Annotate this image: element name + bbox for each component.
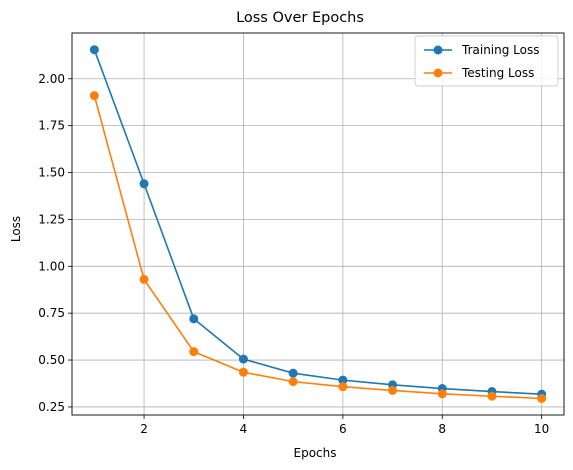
data-point-training-loss [288, 368, 298, 378]
legend-training-label: Training Loss [461, 43, 539, 57]
data-point-training-loss [139, 179, 149, 189]
data-point-testing-loss [189, 347, 199, 357]
y-tick-label: 2.00 [38, 72, 65, 86]
data-point-testing-loss [338, 382, 348, 392]
x-axis-label: Epochs [294, 446, 337, 460]
x-tick-label: 4 [240, 422, 248, 436]
data-point-testing-loss [139, 274, 149, 284]
data-point-testing-loss [89, 91, 99, 101]
x-tick-label: 8 [438, 422, 446, 436]
x-tick-label: 6 [339, 422, 347, 436]
data-point-training-loss [238, 354, 248, 364]
series-training-loss [89, 45, 547, 399]
x-tick-label: 10 [534, 422, 549, 436]
series-line-training-loss [93, 49, 542, 395]
data-point-testing-loss [487, 391, 497, 401]
series-layer [89, 45, 547, 403]
chart-title: Loss Over Epochs [236, 10, 364, 26]
y-tick-label: 0.25 [38, 400, 65, 414]
y-axis-label: Loss [9, 216, 23, 242]
axis-ticks: 2 4 6 8 10 0.25 0.50 0.75 1.00 1.25 1.50 1.75 2.00 [38, 72, 549, 436]
data-point-testing-loss [388, 385, 398, 395]
legend-testing-label: Testing Loss [461, 66, 534, 80]
legend: Training Loss Testing Loss [414, 35, 559, 87]
y-tick-label: 1.75 [38, 119, 65, 133]
series-testing-loss [89, 91, 547, 403]
data-point-testing-loss [238, 367, 248, 377]
y-tick-label: 1.00 [38, 259, 65, 273]
data-point-testing-loss [537, 393, 547, 403]
legend-training-marker [433, 45, 443, 55]
y-tick-label: 1.50 [38, 166, 65, 180]
y-tick-label: 1.25 [38, 212, 65, 226]
x-tick-label: 2 [140, 422, 148, 436]
data-point-testing-loss [288, 377, 298, 387]
data-point-testing-loss [437, 389, 447, 399]
data-point-training-loss [338, 375, 348, 385]
y-tick-label: 0.50 [38, 353, 65, 367]
grid-lines [72, 33, 564, 415]
y-tick-label: 0.75 [38, 306, 65, 320]
data-point-training-loss [89, 45, 99, 55]
legend-testing-marker [433, 68, 443, 78]
plot-frame [71, 32, 565, 416]
data-point-training-loss [189, 314, 199, 324]
series-line-testing-loss [93, 95, 542, 400]
